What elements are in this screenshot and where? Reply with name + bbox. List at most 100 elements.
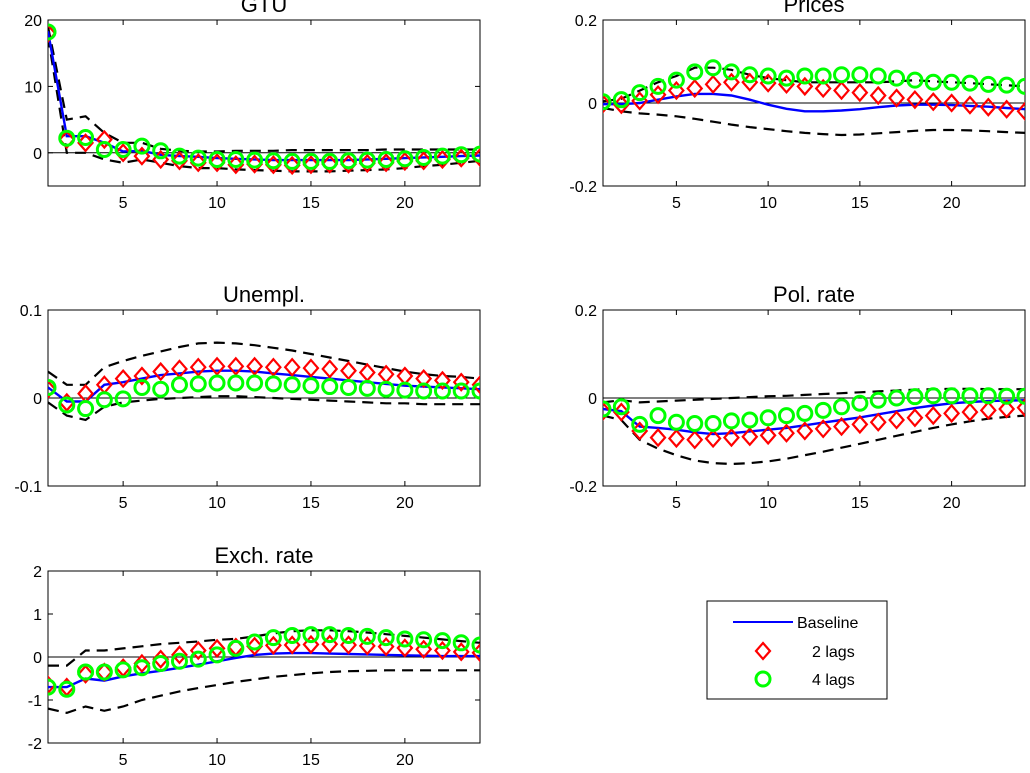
plot-area (48, 341, 480, 422)
x-tick-label: 20 (396, 495, 414, 512)
y-tick-label: 1 (33, 607, 42, 624)
point-4lags (246, 374, 264, 392)
point-4lags (133, 137, 151, 155)
point-2lags (77, 383, 95, 404)
point-4lags (924, 73, 942, 91)
point-4lags (722, 412, 740, 430)
point-2lags (152, 361, 170, 382)
point-2lags (851, 414, 869, 435)
point-2lags (77, 664, 95, 684)
point-2lags (340, 361, 357, 381)
series-band-lower (603, 414, 1025, 466)
series-band-lower (48, 36, 480, 173)
y-tick-label: 0.2 (575, 303, 597, 320)
x-tick-label: 20 (396, 195, 414, 212)
series-baseline-line (48, 31, 480, 162)
x-tick-label: 15 (851, 195, 869, 212)
point-2lags (321, 154, 339, 174)
point-4lags (833, 66, 851, 84)
point-2lags (58, 129, 76, 150)
point-2lags (264, 357, 282, 377)
point-4lags (396, 150, 414, 168)
point-2lags (814, 78, 832, 99)
plot-area (603, 387, 1025, 466)
point-4lags (631, 84, 649, 102)
point-4lags (433, 147, 451, 165)
point-4lags (114, 140, 132, 158)
series-band-upper (48, 26, 480, 153)
point-4lags (452, 146, 470, 164)
point-2lags (377, 364, 395, 384)
point-2lags (1016, 101, 1025, 121)
point-2lags (649, 427, 667, 448)
point-4lags (246, 151, 264, 169)
legend-4lags-circle-icon (754, 670, 772, 688)
point-4lags (95, 140, 113, 158)
point-2lags (869, 85, 887, 106)
point-4lags (170, 652, 188, 670)
point-2lags (943, 403, 961, 424)
point-4lags (208, 646, 226, 664)
point-2lags (759, 425, 777, 446)
point-2lags (208, 153, 226, 173)
x-tick-label: 10 (208, 752, 226, 769)
point-2lags (208, 356, 226, 376)
x-tick-label: 15 (302, 195, 320, 212)
point-2lags (961, 402, 979, 422)
x-tick-label: 15 (302, 752, 320, 769)
point-2lags (924, 92, 942, 112)
point-2lags (48, 379, 57, 399)
point-2lags (77, 133, 95, 153)
point-4lags (741, 66, 759, 84)
x-tick-label: 15 (302, 495, 320, 512)
point-4lags (686, 415, 704, 433)
point-4lags (133, 378, 151, 396)
point-4lags (612, 398, 630, 416)
point-4lags (667, 71, 685, 89)
point-4lags (603, 400, 612, 418)
point-2lags (796, 421, 814, 441)
point-2lags (133, 146, 151, 166)
point-2lags (612, 94, 630, 115)
point-2lags (471, 147, 480, 168)
point-4lags (208, 150, 226, 168)
point-2lags (906, 408, 924, 428)
y-tick-label: 0 (588, 391, 597, 408)
point-4lags (283, 627, 301, 644)
point-4lags (888, 69, 906, 87)
point-2lags (189, 357, 207, 377)
point-4lags (741, 411, 759, 429)
point-4lags (777, 69, 795, 87)
point-4lags (77, 129, 95, 147)
panel-title: GTU (241, 0, 287, 17)
point-4lags (1016, 77, 1025, 95)
point-4lags (170, 376, 188, 394)
x-tick-label: 20 (943, 495, 961, 512)
point-4lags (58, 129, 76, 147)
point-2lags (851, 82, 869, 103)
point-4lags (396, 630, 414, 648)
legend-baseline-label: Baseline (797, 615, 858, 632)
point-2lags (667, 80, 685, 101)
panel-pol-rate: Pol. rate 5 10 15 20 -0.2 0 0.2 (569, 282, 1026, 512)
y-tick-label: -2 (28, 736, 42, 753)
point-2lags (1016, 398, 1025, 418)
point-4lags (48, 23, 57, 41)
point-2lags (778, 423, 795, 443)
point-4lags (833, 398, 851, 416)
point-4lags (796, 404, 814, 422)
point-2lags (471, 375, 480, 395)
point-4lags (227, 374, 245, 392)
point-4lags (48, 678, 57, 696)
point-4lags (686, 63, 704, 81)
y-tick-label: 20 (24, 13, 42, 30)
point-2lags (667, 428, 685, 449)
point-2lags (246, 636, 264, 656)
point-2lags (433, 149, 451, 170)
point-4lags (888, 389, 906, 407)
point-2lags (943, 93, 961, 113)
point-4lags (851, 394, 869, 412)
point-2lags (704, 74, 722, 94)
point-2lags (302, 358, 320, 378)
